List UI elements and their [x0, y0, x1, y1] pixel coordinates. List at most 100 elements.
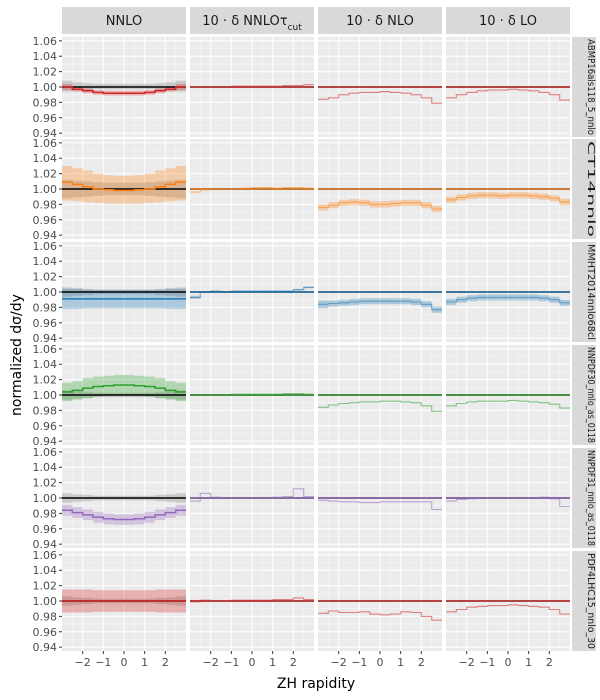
row-strip-0: [572, 37, 596, 137]
panel-PDF4LHC15_nnlo_30-dlo: [446, 551, 570, 651]
panel-ABMP16als118_5_nnlo-dnnlo: [190, 37, 314, 137]
y-tick-label: 0.98: [33, 301, 58, 314]
y-tick-label: 0.98: [33, 198, 58, 211]
series-line-dnlo: [318, 300, 442, 311]
panel-NNPDF31_nnlo_as_0118-dnlo: [318, 448, 442, 548]
panel-CT14nnlo-dnnlo: [190, 139, 314, 239]
y-tick-label: 1.00: [33, 595, 58, 608]
pdf-uncertainty-band: [62, 504, 186, 525]
y-tick-label: 0.98: [33, 96, 58, 109]
panel-NNPDF30_nnlo_as_0118-nnlo: [62, 345, 186, 445]
y-tick-label: 0.96: [33, 523, 58, 536]
y-tick-label: 1.02: [33, 66, 58, 79]
y-tick-label: 1.04: [33, 461, 58, 474]
y-tick-label: 1.00: [33, 183, 58, 196]
panel-NNPDF30_nnlo_as_0118-dlo: [446, 345, 570, 445]
row-strip-label: NNPDF31_nnlo_as_0118: [585, 450, 596, 546]
row-strip-2: [572, 242, 596, 342]
series-line-dlo: [446, 194, 570, 203]
panel-NNPDF31_nnlo_as_0118-nnlo: [62, 448, 186, 548]
x-tick-label: 0: [249, 656, 256, 669]
column-strip-label-dlo: 10 · δ LO: [479, 14, 537, 29]
y-tick-label: 0.94: [33, 332, 58, 345]
x-tick-label: −1: [479, 656, 495, 669]
row-strip-1: [572, 139, 596, 239]
x-tick-label: 2: [290, 656, 297, 669]
panel-CT14nnlo-dnlo: [318, 139, 442, 239]
row-strip-label: PDF4LHC15_nnlo_30: [585, 553, 596, 649]
panel-MMHT2014nnlo68cl-dnlo: [318, 242, 442, 342]
series-line-nnlo: [62, 384, 186, 393]
y-tick-label: 1.02: [33, 168, 58, 181]
row-strip-label: ABMP16als118_5_nnlo: [585, 39, 596, 135]
y-tick-label: 1.06: [33, 137, 58, 150]
y-tick-label: 0.98: [33, 507, 58, 520]
y-tick-label: 1.00: [33, 81, 58, 94]
row-strip-5: [572, 551, 596, 651]
series-line-dnnlo: [190, 186, 314, 193]
column-strip-label-main: NNLO: [106, 14, 142, 29]
y-tick-label: 1.06: [33, 343, 58, 356]
x-tick-label: −1: [223, 656, 239, 669]
series-line-dnlo: [318, 400, 442, 412]
x-tick-label: −2: [331, 656, 347, 669]
y-tick-label: 1.00: [33, 492, 58, 505]
column-strip-label-dnnlo: 10 · δ NNLOτcut: [202, 14, 302, 33]
x-tick-label: −1: [351, 656, 367, 669]
y-tick-label: 1.06: [33, 446, 58, 459]
y-tick-label: 1.04: [33, 564, 58, 577]
series-line-nnlo: [62, 86, 186, 94]
column-strip-dlo: [446, 7, 570, 34]
pdf-uncertainty-band: [62, 165, 186, 204]
x-tick-label: 2: [546, 656, 553, 669]
x-tick-label: 1: [525, 656, 532, 669]
panel-MMHT2014nnlo68cl-nnlo: [62, 242, 186, 342]
y-tick-label: 0.96: [33, 214, 58, 227]
y-tick-label: 1.04: [33, 50, 58, 63]
x-tick-label: −2: [459, 656, 475, 669]
column-strip-label-nnlo: NNLO: [106, 14, 142, 29]
x-tick-label: 2: [162, 656, 169, 669]
scale-uncertainty-band: [62, 80, 186, 92]
y-tick-label: 1.02: [33, 271, 58, 284]
series-line-dlo: [446, 604, 570, 615]
series-line-nnlo: [62, 181, 186, 192]
y-tick-label: 1.04: [33, 358, 58, 371]
panel-NNPDF30_nnlo_as_0118-dnlo: [318, 345, 442, 445]
y-axis-title: normalized dσ/dy: [9, 294, 25, 416]
y-tick-label: 0.94: [33, 538, 58, 551]
row-strip-label: NNPDF30_nnlo_as_0118: [585, 347, 596, 443]
y-tick-label: 1.02: [33, 580, 58, 593]
series-line-dlo: [446, 399, 570, 409]
facet-panels: NNLO 10 · δ NNLOτcut 10 · δ NLO 10 · δ LO AB…: [33, 7, 596, 669]
series-line-dnlo: [318, 499, 442, 511]
panel-NNPDF30_nnlo_as_0118-dnnlo: [190, 345, 314, 445]
column-strip-nnlo: [62, 7, 186, 34]
x-tick-label: 2: [418, 656, 425, 669]
series-line-dnnlo: [190, 597, 314, 603]
y-tick-label: 0.94: [33, 435, 58, 448]
column-strip-label-subscript: cut: [288, 23, 303, 33]
panel-MMHT2014nnlo68cl-dnnlo: [190, 242, 314, 342]
column-strip-dnlo: [318, 7, 442, 34]
y-tick-label: 1.06: [33, 549, 58, 562]
y-tick-label: 1.04: [33, 152, 58, 165]
panel-NNPDF31_nnlo_as_0118-dnnlo: [190, 448, 314, 548]
series-line-nnlo: [62, 509, 186, 521]
y-tick-label: 1.06: [33, 35, 58, 48]
y-tick-label: 1.00: [33, 286, 58, 299]
row-strip-3: [572, 345, 596, 445]
column-strip-label-dnlo: 10 · δ NLO: [346, 14, 414, 29]
panel-ABMP16als118_5_nnlo-dlo: [446, 37, 570, 137]
y-tick-label: 0.94: [33, 641, 58, 654]
panel-PDF4LHC15_nnlo_30-dnnlo: [190, 551, 314, 651]
x-tick-label: −1: [95, 656, 111, 669]
x-tick-label: 0: [377, 656, 384, 669]
row-strip-label: CT14nnlo: [585, 141, 596, 237]
series-line-dnlo: [318, 91, 442, 104]
panel-CT14nnlo-nnlo: [62, 139, 186, 239]
series-line-dnlo: [318, 610, 442, 621]
y-tick-label: 0.94: [33, 127, 58, 140]
x-tick-label: 1: [397, 656, 404, 669]
